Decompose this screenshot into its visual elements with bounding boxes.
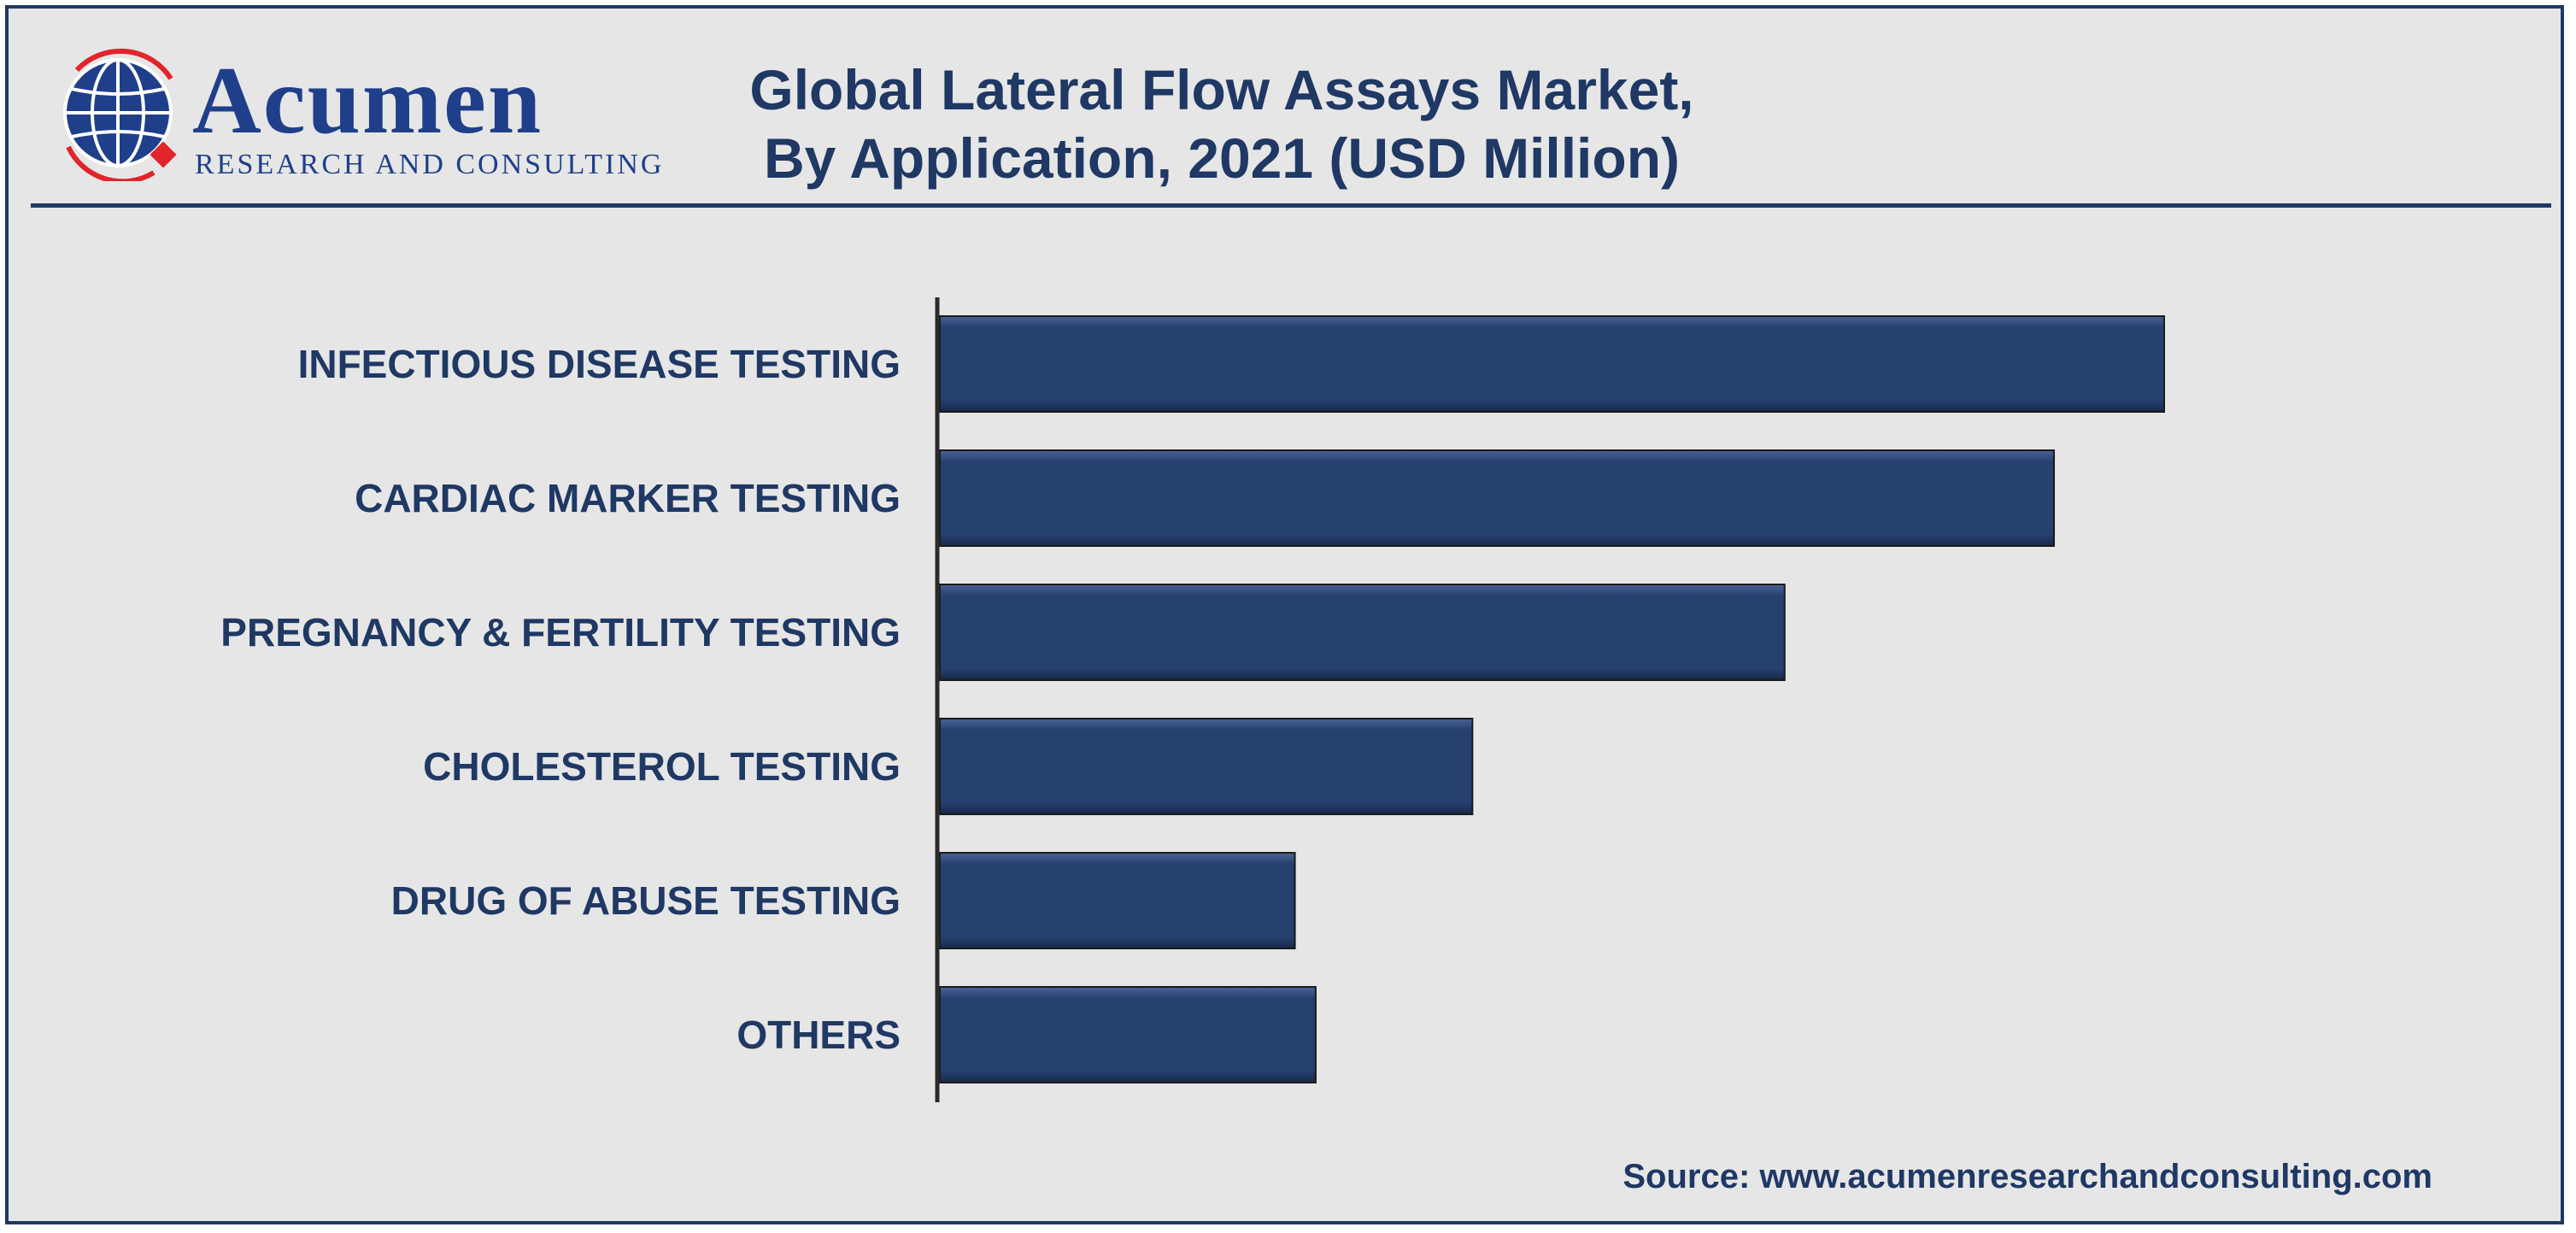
category-label: CARDIAC MARKER TESTING <box>355 476 901 520</box>
logo-subtitle: RESEARCH AND CONSULTING <box>195 149 665 180</box>
category-label: CHOLESTEROL TESTING <box>423 744 901 789</box>
category-label: DRUG OF ABUSE TESTING <box>391 878 901 923</box>
chart-title: Global Lateral Flow Assays Market, By Ap… <box>709 56 1734 192</box>
source-note: Source: www.acumenresearchandconsulting.… <box>1622 1158 2432 1195</box>
bars-layer <box>939 315 2165 1083</box>
acumen-logo: Acumen RESEARCH AND CONSULTING <box>51 44 661 190</box>
bar-2 <box>939 584 1786 681</box>
bar-5 <box>939 986 1317 1083</box>
bar-3 <box>939 718 1474 815</box>
category-label: OTHERS <box>736 1013 901 1057</box>
category-label: INFECTIOUS DISEASE TESTING <box>298 342 901 386</box>
category-labels-layer: INFECTIOUS DISEASE TESTING CARDIAC MARKER… <box>220 342 901 1057</box>
chart-title-line2: By Application, 2021 (USD Million) <box>763 126 1681 190</box>
bar-0 <box>939 315 2165 413</box>
globe-icon <box>63 48 177 181</box>
bar-1 <box>939 449 2056 547</box>
chart-frame: Acumen RESEARCH AND CONSULTING Global La… <box>5 5 2564 1224</box>
title-divider <box>31 203 2551 208</box>
category-label: PREGNANCY & FERTILITY TESTING <box>220 610 901 655</box>
chart-title-line1: Global Lateral Flow Assays Market, <box>749 58 1694 121</box>
bar-chart: INFECTIOUS DISEASE TESTING CARDIAC MARKER… <box>220 297 2165 1102</box>
bar-4 <box>939 852 1296 949</box>
logo-wordmark: Acumen <box>192 48 543 154</box>
